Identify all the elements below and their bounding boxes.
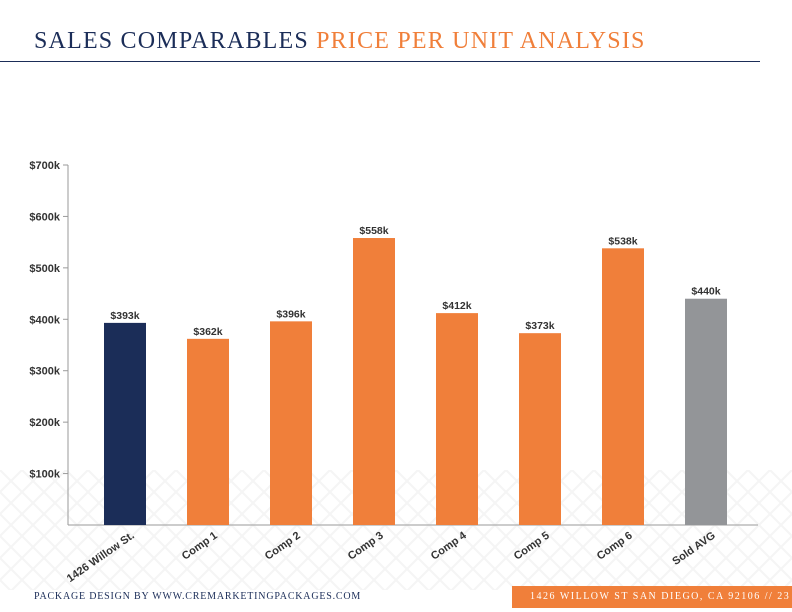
x-category-label: 1426 Willow St. (65, 530, 137, 585)
y-tick-label: $500k (29, 263, 60, 275)
bar (602, 248, 644, 526)
footer-address: 1426 WILLOW ST SAN DIEGO, CA 92106 // 23 (530, 591, 791, 602)
bar (187, 338, 229, 525)
bar-value-label: $396k (276, 308, 305, 320)
x-category-label: Comp 5 (512, 530, 552, 563)
bar-value-label: $558k (359, 225, 388, 237)
x-category-label: Comp 6 (595, 530, 635, 563)
bar (519, 333, 561, 525)
bar-value-label: $440k (691, 286, 720, 298)
bar (270, 321, 312, 525)
footer-bar (512, 586, 792, 608)
y-tick-label: $700k (29, 160, 60, 172)
y-tick-label: $100k (29, 469, 60, 481)
bar (353, 238, 395, 525)
bar-value-label: $538k (608, 235, 637, 247)
y-tick-label: $400k (29, 314, 60, 326)
x-category-label: Comp 1 (180, 530, 220, 563)
title-part-1: SALES COMPARABLES (34, 28, 309, 54)
y-tick-label: $300k (29, 366, 60, 378)
y-tick-label: $600k (29, 211, 60, 223)
x-category-label: Comp 3 (346, 530, 386, 563)
header-divider (0, 61, 760, 62)
bar (685, 298, 727, 525)
title-part-2: PRICE PER UNIT ANALYSIS (316, 28, 646, 54)
footer-credit: PACKAGE DESIGN BY WWW.CREMARKETINGPACKAG… (34, 591, 362, 602)
bar-value-label: $362k (193, 326, 222, 338)
bar-value-label: $412k (442, 300, 471, 312)
bar (104, 322, 146, 525)
bar-value-label: $373k (525, 320, 554, 332)
x-category-label: Comp 4 (429, 529, 470, 562)
y-tick-label: $200k (29, 417, 60, 429)
page-title: SALES COMPARABLES PRICE PER UNIT ANALYSI… (34, 28, 646, 55)
bar-value-label: $393k (110, 310, 139, 322)
x-category-label: Comp 2 (263, 530, 303, 563)
bar (436, 313, 478, 525)
x-category-label: Sold AVG (670, 530, 717, 568)
